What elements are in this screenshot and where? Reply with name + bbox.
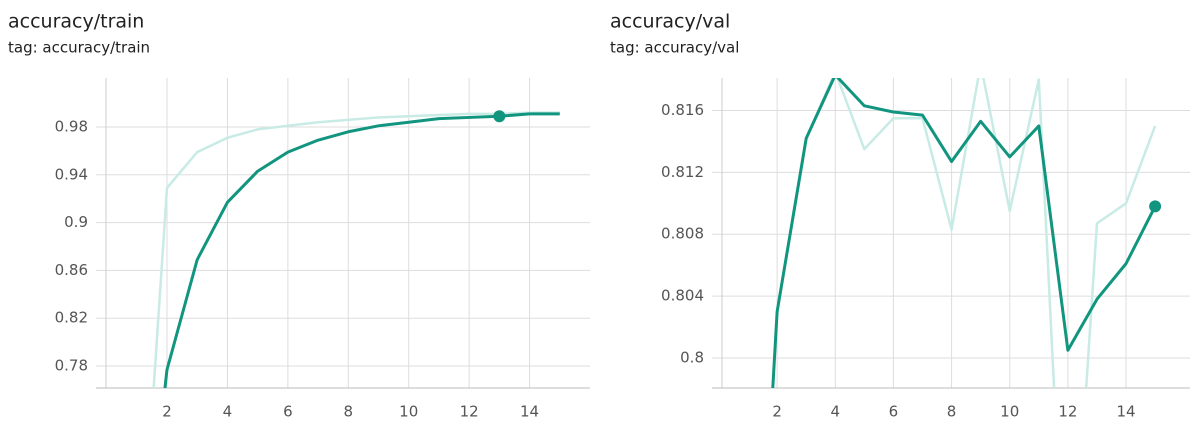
- y-tick-label: 0.816: [661, 101, 704, 119]
- chart-title: accuracy/val: [610, 11, 730, 33]
- series-line: [163, 112, 560, 388]
- x-tick-label: 2: [162, 403, 172, 421]
- x-tick-label: 14: [1116, 403, 1135, 421]
- y-tick-label: 0.78: [55, 357, 88, 375]
- y-tick-label: 0.98: [55, 117, 88, 135]
- y-tick-label: 0.8: [680, 348, 704, 366]
- y-tick-label: 0.812: [661, 163, 704, 181]
- x-tick-label: 2: [772, 403, 782, 421]
- chart-title: accuracy/train: [8, 11, 144, 33]
- x-tick-label: 6: [283, 403, 293, 421]
- highlight-point: [493, 110, 506, 123]
- y-tick-label: 0.804: [661, 287, 704, 305]
- series-line: [771, 78, 1157, 388]
- x-tick-label: 12: [1058, 403, 1077, 421]
- x-tick-label: 4: [831, 403, 841, 421]
- plot-area: [771, 78, 1157, 388]
- chart-subtitle: tag: accuracy/train: [8, 39, 150, 57]
- highlight-point: [1149, 200, 1162, 213]
- x-tick-label: 4: [223, 403, 233, 421]
- y-tick-label: 0.82: [55, 309, 88, 327]
- x-tick-label: 6: [889, 403, 899, 421]
- x-tick-label: 8: [947, 403, 957, 421]
- y-tick-label: 0.9: [64, 213, 88, 231]
- x-tick-label: 8: [344, 403, 354, 421]
- y-tick-label: 0.86: [55, 261, 88, 279]
- series-line: [152, 111, 560, 388]
- x-tick-label: 10: [1000, 403, 1019, 421]
- x-tick-label: 12: [460, 403, 479, 421]
- chart-subtitle: tag: accuracy/val: [610, 39, 739, 57]
- x-tick-label: 14: [520, 403, 539, 421]
- plot-area: [152, 111, 560, 388]
- y-tick-label: 0.808: [661, 225, 704, 243]
- x-tick-label: 10: [399, 403, 418, 421]
- y-tick-label: 0.94: [55, 165, 88, 183]
